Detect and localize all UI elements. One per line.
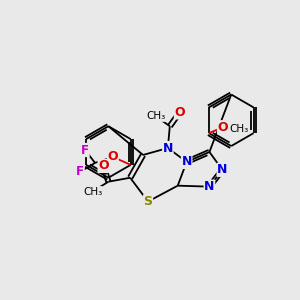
Text: S: S bbox=[143, 195, 152, 208]
Text: CH₃: CH₃ bbox=[229, 124, 248, 134]
Text: O: O bbox=[218, 121, 228, 134]
Text: F: F bbox=[81, 143, 89, 157]
Text: F: F bbox=[76, 165, 84, 178]
Text: CH₃: CH₃ bbox=[146, 111, 166, 121]
Text: N: N bbox=[163, 142, 173, 154]
Text: O: O bbox=[174, 106, 185, 119]
Text: N: N bbox=[204, 180, 214, 193]
Text: N: N bbox=[182, 155, 192, 168]
Text: O: O bbox=[108, 150, 118, 164]
Text: N: N bbox=[217, 163, 227, 176]
Text: CH₃: CH₃ bbox=[83, 187, 102, 196]
Text: O: O bbox=[98, 159, 109, 172]
